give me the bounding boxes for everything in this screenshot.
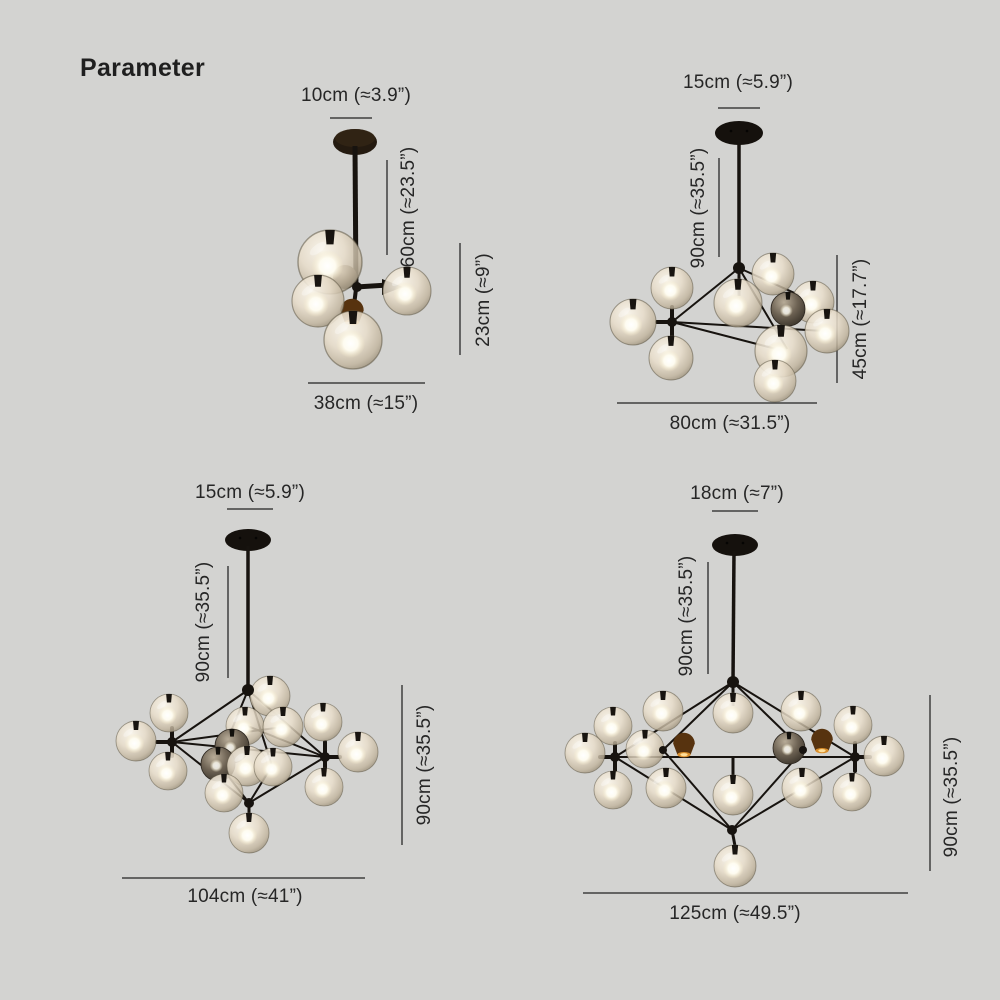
- canopy-width-label-2: 15cm (≈5.9”): [683, 72, 793, 93]
- glass-globe: [565, 733, 605, 773]
- body-height-label-2: 45cm (≈17.7”): [850, 258, 871, 380]
- glass-globe: [305, 768, 343, 806]
- body-height-label-4: 90cm (≈35.5”): [941, 736, 962, 858]
- glass-globe: [651, 267, 693, 309]
- dimension-lines: [583, 510, 931, 894]
- chandelier-diagram-3: [116, 508, 403, 879]
- chandelier-diagram-2: [610, 107, 849, 403]
- glass-globe: [594, 771, 632, 809]
- glass-globe: [116, 721, 156, 761]
- dimension-lines: [308, 117, 461, 384]
- drop-length-label-3: 90cm (≈35.5”): [193, 561, 214, 683]
- glass-globe: [714, 279, 762, 327]
- body-width-label-3: 104cm (≈41”): [187, 886, 303, 907]
- glass-globe: [338, 732, 378, 772]
- dimension-lines: [122, 508, 403, 879]
- ceiling-canopy: [715, 121, 763, 145]
- canopy-width-label-1: 10cm (≈3.9”): [301, 85, 411, 106]
- glass-globe: [610, 299, 656, 345]
- canopy-width-label-4: 18cm (≈7”): [690, 483, 784, 504]
- glass-globe: [304, 703, 342, 741]
- glass-globe: [263, 707, 303, 747]
- glass-globe: [752, 253, 794, 295]
- ceiling-canopy: [333, 129, 377, 155]
- glass-globe: [229, 813, 269, 853]
- page-title: Parameter: [80, 54, 206, 82]
- glass-globe: [714, 845, 756, 887]
- glass-globe: [649, 336, 693, 380]
- glass-globes: [116, 676, 378, 853]
- glass-globe: [754, 360, 796, 402]
- body-height-label-3: 90cm (≈35.5”): [414, 704, 435, 826]
- glass-globe: [205, 774, 243, 812]
- body-width-label-2: 80cm (≈31.5”): [669, 413, 791, 434]
- glass-globe: [834, 706, 872, 744]
- drop-length-label-4: 90cm (≈35.5”): [676, 555, 697, 677]
- glass-globe: [805, 309, 849, 353]
- glass-globe: [781, 691, 821, 731]
- glass-globe: [713, 775, 753, 815]
- body-height-label-1: 23cm (≈9”): [473, 253, 494, 347]
- body-width-label-4: 125cm (≈49.5”): [669, 903, 801, 924]
- glass-globe: [782, 768, 822, 808]
- glass-globes: [292, 230, 431, 369]
- drop-length-label-2: 90cm (≈35.5”): [688, 147, 709, 269]
- chandelier-diagram-4: [565, 510, 931, 894]
- glass-globe: [646, 768, 686, 808]
- glass-globe: [324, 311, 382, 369]
- ceiling-canopy: [225, 529, 271, 551]
- glass-globe: [383, 267, 431, 315]
- glass-globe: [713, 693, 753, 733]
- ceiling-canopy: [712, 534, 758, 556]
- glass-globe: [150, 694, 188, 732]
- amber-shade: [811, 728, 833, 754]
- chandelier-diagram-1: [292, 117, 461, 384]
- glass-globe: [864, 736, 904, 776]
- glass-globe: [833, 773, 871, 811]
- glass-globes: [565, 676, 904, 887]
- amber-shade: [673, 732, 695, 758]
- glass-globe: [626, 730, 664, 768]
- body-width-label-1: 38cm (≈15”): [313, 393, 419, 414]
- drop-length-label-1: 60cm (≈23.5”): [398, 146, 419, 268]
- glass-globe: [771, 292, 805, 326]
- hanging-rod: [731, 550, 736, 683]
- glass-globe: [149, 752, 187, 790]
- canopy-width-label-3: 15cm (≈5.9”): [195, 482, 305, 503]
- glass-globe: [643, 691, 683, 731]
- glass-globe: [254, 748, 292, 786]
- glass-globes: [610, 253, 849, 402]
